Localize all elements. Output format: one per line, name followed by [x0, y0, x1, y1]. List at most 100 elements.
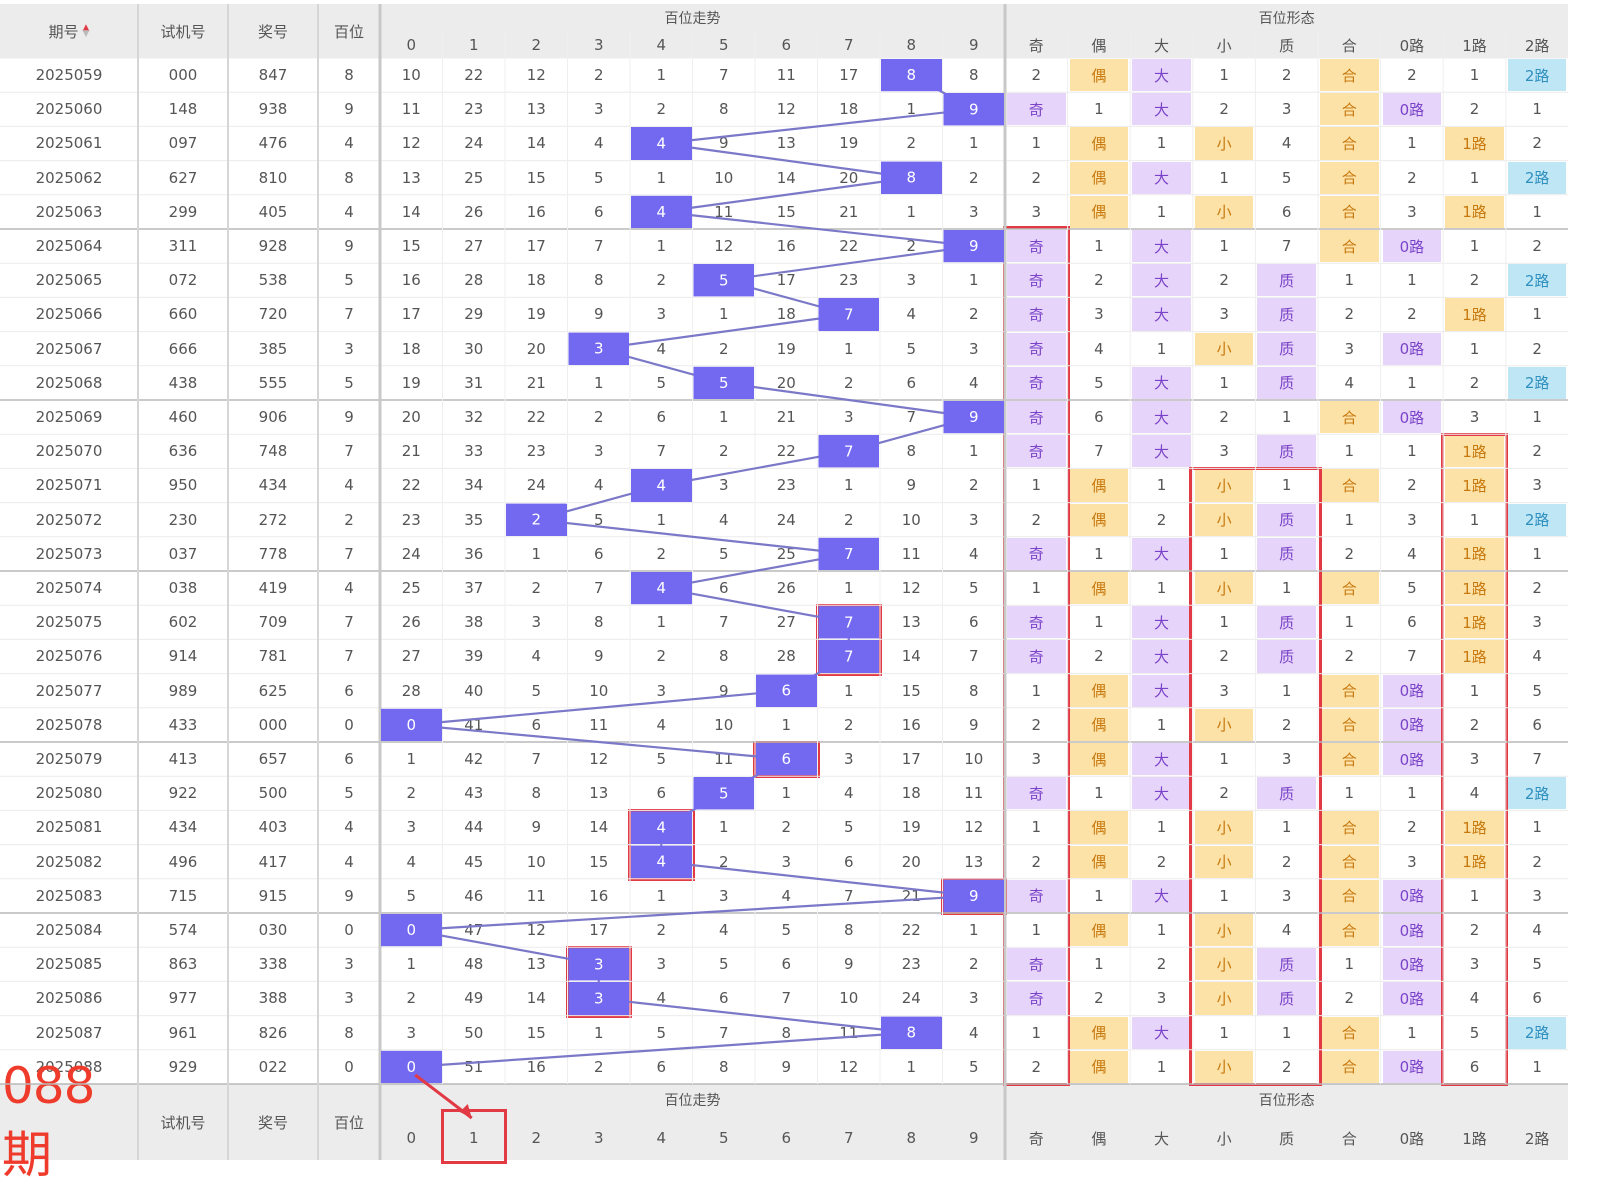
hundreds-cell: 3	[344, 339, 354, 358]
form-cell: 1路	[1445, 435, 1504, 468]
miss-count: 1	[406, 955, 417, 974]
form-cell: 合	[1320, 743, 1379, 776]
hundreds-cell: 4	[344, 852, 354, 871]
form-cell: 3	[1407, 202, 1417, 221]
form-cell: 奇	[1007, 264, 1066, 297]
form-cell: 小	[1194, 811, 1254, 844]
form-cell: 2	[1281, 66, 1292, 85]
hundreds-cell: 8	[344, 168, 354, 187]
miss-count: 5	[406, 886, 417, 905]
miss-count: 18	[839, 100, 859, 119]
prize-cell: 000	[258, 715, 288, 734]
form-cell: 大	[1132, 606, 1191, 639]
miss-count: 2	[718, 852, 729, 871]
form-cell: 1	[1219, 613, 1229, 632]
miss-count: 16	[901, 715, 921, 734]
form-cell: 0路	[1382, 982, 1442, 1015]
form-cell: 偶	[1069, 811, 1129, 844]
form-cell: 1	[1281, 681, 1292, 700]
miss-count: 31	[464, 373, 484, 392]
miss-count: 14	[589, 818, 609, 837]
miss-count: 7	[718, 1023, 729, 1042]
prize-cell: 810	[258, 168, 288, 187]
form-cell: 2	[1281, 852, 1292, 871]
form-cell: 1	[1469, 237, 1480, 256]
miss-count: 5	[718, 955, 729, 974]
form-cell: 1路	[1445, 845, 1504, 878]
miss-count: 20	[776, 373, 796, 392]
miss-count: 5	[718, 544, 729, 563]
hundreds-cell: 7	[344, 305, 354, 324]
prize-cell: 338	[258, 955, 288, 974]
miss-count: 6	[718, 579, 729, 598]
form-cell: 质	[1257, 982, 1316, 1015]
hundreds-cell: 2	[344, 510, 354, 529]
miss-count: 20	[401, 408, 421, 427]
form-cell: 1	[1094, 544, 1104, 563]
hit-ball: 9	[943, 93, 1004, 126]
miss-count: 9	[781, 1057, 792, 1076]
form-cell: 3	[1407, 510, 1417, 529]
form-cell: 1	[1407, 1023, 1417, 1042]
trend-digit-header: 2	[505, 32, 568, 58]
form-cell: 质	[1257, 640, 1316, 673]
miss-count: 3	[718, 476, 729, 495]
miss-count: 1	[781, 784, 792, 803]
form-cell: 2	[1281, 715, 1292, 734]
issue-cell: 2025086	[35, 989, 103, 1008]
trend-digit-header: 8	[880, 32, 943, 58]
form-cell: 1	[1532, 202, 1542, 221]
footer-hundreds-header: 百位	[318, 1084, 380, 1160]
miss-count: 3	[906, 271, 917, 290]
miss-count: 42	[464, 750, 484, 769]
prize-cell: 847	[258, 66, 288, 85]
miss-count: 4	[656, 339, 667, 358]
form-cell: 4	[1094, 339, 1104, 358]
prize-cell: 388	[258, 989, 288, 1008]
miss-count: 23	[776, 476, 796, 495]
miss-count: 5	[968, 579, 979, 598]
issue-cell: 2025063	[35, 202, 103, 221]
miss-count: 1	[718, 408, 729, 427]
form-cell: 1	[1532, 1057, 1542, 1076]
hundreds-cell: 9	[344, 100, 354, 119]
miss-count: 5	[593, 510, 604, 529]
form-header: 0路	[1380, 32, 1444, 58]
form-cell: 合	[1320, 1016, 1379, 1049]
issue-header[interactable]: 期号 ▲ ▼	[0, 4, 138, 58]
form-cell: 1	[1219, 66, 1229, 85]
sort-up-down-icon[interactable]: ▲ ▼	[82, 23, 90, 39]
form-cell: 2	[1219, 784, 1229, 803]
highlight-box-footer-digit-1	[440, 1109, 507, 1164]
form-cell: 1	[1344, 784, 1355, 803]
miss-count: 4	[593, 134, 604, 153]
miss-count: 5	[906, 339, 917, 358]
miss-count: 17	[589, 921, 609, 940]
form-cell: 4	[1281, 134, 1292, 153]
footer-form-header: 奇	[1005, 1116, 1068, 1160]
form-cell: 1	[1219, 237, 1229, 256]
form-cell: 1路	[1445, 195, 1504, 228]
highlight-box-form-r1	[1441, 433, 1508, 1086]
miss-count: 9	[718, 134, 729, 153]
trial-cell: 922	[168, 784, 198, 803]
form-cell: 奇	[1007, 982, 1066, 1015]
form-cell: 大	[1132, 401, 1191, 434]
hundreds-cell: 4	[344, 134, 354, 153]
miss-count: 10	[401, 66, 421, 85]
footer-form-header: 2路	[1505, 1116, 1569, 1160]
miss-count: 22	[839, 237, 859, 256]
hundreds-cell: 7	[344, 544, 354, 563]
miss-count: 19	[839, 134, 859, 153]
miss-count: 17	[839, 66, 859, 85]
hundreds-cell: 4	[344, 202, 354, 221]
trial-cell: 950	[168, 476, 198, 495]
form-cell: 2	[1156, 955, 1167, 974]
form-cell: 2路	[1507, 59, 1567, 92]
form-cell: 偶	[1069, 914, 1129, 947]
miss-count: 2	[406, 989, 417, 1008]
form-cell: 3	[1281, 750, 1292, 769]
miss-count: 1	[718, 818, 729, 837]
form-cell: 1	[1156, 134, 1167, 153]
form-cell: 合	[1320, 230, 1379, 263]
